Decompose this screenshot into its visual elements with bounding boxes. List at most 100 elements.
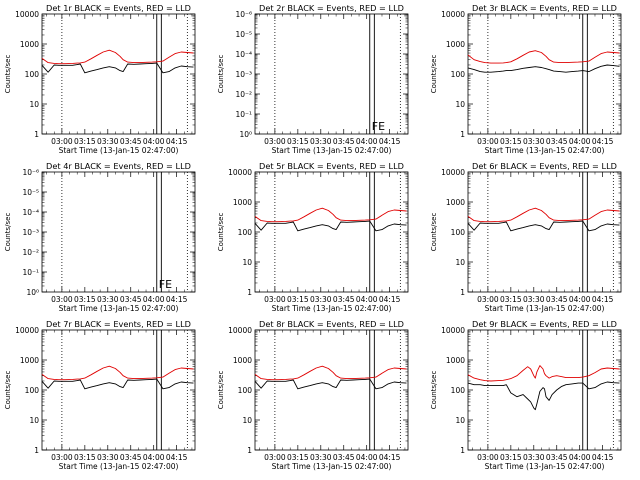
y-axis-label: Counts/sec [217,55,225,94]
x-tick-label: 03:15 [74,295,96,304]
panel-det-4r: Det 4r BLACK = Events, RED = LLD Counts/s… [4,161,196,313]
y-tick-label: 1000 [20,40,39,49]
y-tick-label: 10000 [15,10,39,19]
x-tick-label: 03:30 [310,453,332,462]
panel-title: Det 1r BLACK = Events, RED = LLD [46,3,191,13]
x-tick-label: 03:15 [287,295,309,304]
y-tick-label: 1 [34,446,39,455]
x-axis-label: Start Time (13-Jan-15 02:47:00) [272,304,392,313]
y-tick-label: 1 [34,130,39,139]
y-tick-label: 10 [29,100,39,109]
x-tick-label: 04:00 [356,295,378,304]
x-tick-label: 03:00 [477,453,499,462]
x-tick-label: 03:00 [51,137,73,146]
x-tick-label: 03:45 [120,295,142,304]
x-tick-label: 03:30 [523,137,545,146]
y-tick-label: 100 [238,228,253,237]
y-tick-label: 100 [25,386,40,395]
y-axis-label: Counts/sec [430,55,438,94]
y-tick-label: 10000 [228,168,252,177]
x-axis-label: Start Time (13-Jan-15 02:47:00) [485,146,605,155]
x-tick-label: 03:00 [51,295,73,304]
x-axis-label: Start Time (13-Jan-15 02:47:00) [59,462,179,471]
y-tick-label: 1 [247,446,252,455]
series-line-events [254,220,407,232]
series-line-events [254,378,407,390]
y-tick-label: 10⁻² [235,90,252,99]
series-line-lld [467,50,620,64]
x-tick-label: 04:15 [379,137,401,146]
x-tick-label: 03:45 [333,137,355,146]
x-axis-label: Start Time (13-Jan-15 02:47:00) [272,462,392,471]
y-tick-label: 1000 [446,356,465,365]
x-tick-label: 04:00 [569,453,591,462]
x-axis-label: Start Time (13-Jan-15 02:47:00) [59,146,179,155]
x-tick-label: 03:45 [333,453,355,462]
x-tick-label: 03:00 [264,295,286,304]
series-line-lld [467,207,620,223]
x-tick-label: 03:30 [310,137,332,146]
panel-title: Det 6r BLACK = Events, RED = LLD [472,161,617,171]
series-line-events [41,378,194,390]
y-tick-label: 10000 [441,168,465,177]
x-axis-label: Start Time (13-Jan-15 02:47:00) [485,304,605,313]
panel-det-7r: Det 7r BLACK = Events, RED = LLD Counts/s… [4,319,196,471]
y-tick-label: 1000 [20,356,39,365]
x-tick-label: 03:00 [264,453,286,462]
x-tick-label: 03:15 [287,137,309,146]
y-tick-label: 1 [460,130,465,139]
panel-det-1r: Det 1r BLACK = Events, RED = LLD Counts/s… [4,3,196,155]
panel-det-8r: Det 8r BLACK = Events, RED = LLD Counts/s… [217,319,409,471]
y-tick-label: 10 [455,416,465,425]
y-tick-label: 10⁻¹ [235,110,252,119]
x-tick-label: 04:15 [166,137,188,146]
y-tick-label: 1000 [233,198,252,207]
y-axis-label: Counts/sec [217,213,225,252]
y-tick-label: 100 [451,228,466,237]
series-line-lld [467,365,620,382]
y-tick-label: 10⁰ [26,288,39,297]
y-tick-label: 10⁻³ [22,228,39,237]
panel-title: Det 3r BLACK = Events, RED = LLD [472,3,617,13]
x-tick-label: 04:00 [143,453,165,462]
x-tick-label: 03:45 [120,137,142,146]
x-tick-label: 04:15 [592,295,614,304]
panel-det-5r: Det 5r BLACK = Events, RED = LLD Counts/s… [217,161,409,313]
x-tick-label: 03:15 [74,453,96,462]
x-tick-label: 04:00 [143,137,165,146]
x-tick-label: 03:15 [74,137,96,146]
x-tick-label: 04:15 [379,295,401,304]
panel-det-6r: Det 6r BLACK = Events, RED = LLD Counts/s… [430,161,622,313]
x-tick-label: 03:30 [310,295,332,304]
y-tick-label: 10⁻⁶ [22,168,39,177]
y-tick-label: 10 [242,258,252,267]
series-line-events [467,381,620,411]
x-tick-label: 03:45 [333,295,355,304]
x-tick-label: 03:45 [546,137,568,146]
x-tick-label: 03:15 [500,137,522,146]
series-line-lld [254,207,407,223]
y-tick-label: 1000 [446,40,465,49]
x-tick-label: 03:15 [500,453,522,462]
y-tick-label: 1 [247,288,252,297]
x-tick-label: 03:30 [97,137,119,146]
y-tick-label: 10⁻² [22,248,39,257]
x-tick-label: 04:15 [166,453,188,462]
x-tick-label: 03:00 [51,453,73,462]
x-tick-label: 04:00 [569,137,591,146]
y-tick-label: 100 [238,386,253,395]
series-line-events [41,62,194,74]
y-tick-label: 10⁻⁶ [235,10,252,19]
series-line-events [467,64,620,73]
y-axis-label: Counts/sec [217,371,225,410]
y-axis-label: Counts/sec [4,371,12,410]
fe-marker-label: FE [159,278,172,291]
x-tick-label: 04:15 [592,137,614,146]
series-line-events [467,220,620,232]
x-tick-label: 03:30 [523,453,545,462]
y-tick-label: 10⁻⁴ [22,208,39,217]
series-line-lld [41,365,194,381]
x-tick-label: 04:00 [356,453,378,462]
y-tick-label: 10000 [15,326,39,335]
